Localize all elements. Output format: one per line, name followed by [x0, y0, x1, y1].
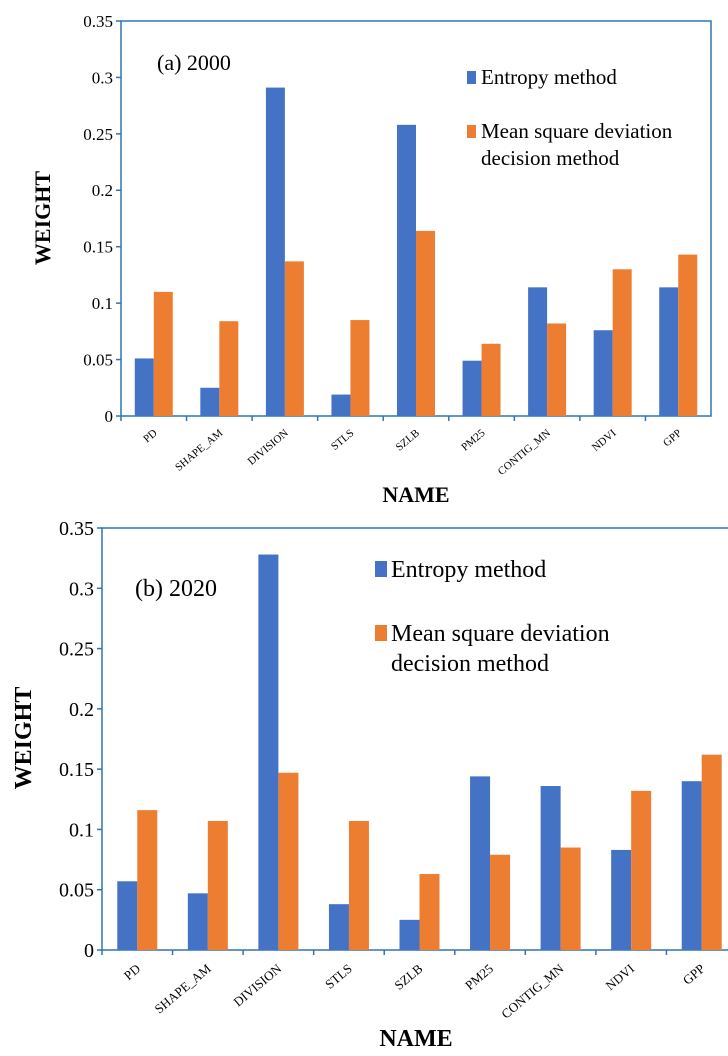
x-tick-label: DIVISION	[230, 960, 284, 1009]
y-tick-label: 0.3	[69, 578, 94, 600]
y-tick-label: 0.1	[92, 294, 113, 313]
y-tick-label: 0.15	[83, 238, 113, 257]
legend-swatch-entropy	[375, 561, 387, 577]
x-tick-label: DIVISION	[246, 427, 291, 468]
y-tick-labels: 0 0.05 0.1 0.15 0.2 0.25 0.3 0.35	[83, 12, 121, 426]
bar-entropy-gpp	[659, 287, 679, 416]
y-tick-label: 0.3	[92, 68, 113, 87]
bar-entropy-gpp	[681, 781, 702, 950]
bar-entropy-pm25	[462, 360, 482, 416]
bar-entropy-szlb	[399, 919, 420, 950]
bar-entropy-division	[258, 554, 279, 950]
bar-entropy-ndvi	[611, 849, 632, 950]
y-tick-label: 0.05	[83, 351, 113, 370]
legend: Entropy method Mean square deviation dec…	[375, 557, 610, 677]
legend-swatch-msd	[375, 625, 387, 641]
x-tick-label: PM25	[459, 427, 488, 454]
bar-entropy-stls	[328, 904, 349, 950]
bar-msd-pm25	[481, 343, 501, 416]
y-tick-label: 0.05	[59, 880, 94, 902]
legend-label-entropy: Entropy method	[481, 65, 617, 89]
bar-msd-division	[284, 261, 304, 416]
x-tick-label: CONTIG_MN	[498, 960, 567, 1021]
legend: Entropy method Mean square deviation dec…	[467, 65, 673, 170]
bar-msd-contig_mn	[560, 847, 581, 950]
bar-entropy-shape_am	[200, 387, 220, 416]
bar-msd-pd	[153, 291, 173, 416]
y-tick-label: 0.2	[69, 699, 94, 721]
x-tick-label: PM25	[462, 961, 496, 993]
bar-msd-division	[278, 772, 299, 950]
legend-label-entropy: Entropy method	[391, 557, 546, 583]
x-tick-label: CONTIG_MN	[496, 427, 553, 478]
bar-entropy-contig_mn	[528, 287, 548, 416]
legend-label-msd-line2: decision method	[391, 651, 549, 677]
x-tick-label: SZLB	[394, 427, 422, 453]
bar-msd-stls	[350, 320, 370, 416]
bar-msd-shape_am	[219, 321, 239, 416]
y-tick-label: 0	[84, 940, 94, 962]
bar-entropy-szlb	[397, 124, 416, 416]
x-tick-label: GPP	[680, 961, 708, 988]
panel-label: (b) 2020	[135, 576, 217, 602]
y-tick-label: 0.2	[92, 181, 113, 200]
y-axis-title: WEIGHT	[11, 687, 37, 790]
y-tick-label: 0.15	[59, 759, 94, 781]
x-tick-label: NDVI	[590, 427, 619, 454]
x-axis-title: NAME	[382, 482, 449, 507]
y-tick-label: 0.35	[59, 518, 94, 540]
y-tick-label: 0	[105, 407, 114, 426]
y-tick-label: 0.25	[83, 125, 113, 144]
y-tick-label: 0.1	[69, 819, 94, 841]
bar-entropy-stls	[331, 394, 351, 416]
bar-msd-contig_mn	[547, 323, 567, 416]
x-tick-label: NDVI	[603, 961, 638, 993]
x-tick-label: STLS	[329, 427, 356, 453]
y-tick-label: 0.35	[83, 12, 113, 31]
legend-label-msd-line2: decision method	[481, 146, 620, 170]
bar-msd-gpp	[678, 254, 698, 416]
x-tick-labels: PD SHAPE_AM DIVISION STLS SZLB PM25 CONTIG_MN N…	[101, 950, 708, 1022]
bar-series	[134, 87, 698, 416]
bar-msd-pm25	[490, 854, 511, 950]
bar-entropy-pd	[117, 881, 138, 950]
bar-series	[117, 554, 722, 950]
y-tick-labels: 0 0.05 0.1 0.15 0.2 0.25 0.3 0.35	[59, 518, 102, 962]
x-tick-label: STLS	[322, 961, 355, 992]
x-tick-label: PD	[121, 961, 143, 983]
legend-swatch-entropy	[467, 71, 476, 84]
x-tick-labels: PD SHAPE_AM DIVISION STLS SZLB PM25 CONTIG_MN N…	[120, 416, 684, 478]
x-tick-label: GPP	[661, 427, 684, 449]
bar-msd-ndvi	[612, 269, 632, 416]
y-tick-label: 0.25	[59, 639, 94, 661]
bar-entropy-contig_mn	[540, 786, 561, 950]
x-tick-label: SHAPE_AM	[173, 427, 225, 474]
legend-swatch-msd	[467, 125, 476, 138]
bar-msd-ndvi	[631, 790, 652, 950]
chart-panel-2020: 0 0.05 0.1 0.15 0.2 0.25 0.3 0.35 PD SHAPE_AM DIV…	[11, 518, 728, 1052]
bar-msd-pd	[137, 810, 158, 950]
y-axis-title: WEIGHT	[30, 171, 55, 265]
bar-entropy-ndvi	[593, 330, 613, 416]
bar-entropy-shape_am	[187, 893, 208, 950]
x-tick-label: SZLB	[391, 961, 425, 993]
x-tick-label: PD	[141, 427, 160, 445]
bar-msd-szlb	[419, 874, 440, 950]
legend-label-msd-line1: Mean square deviation	[391, 621, 610, 647]
panel-label: (a) 2000	[157, 50, 231, 75]
bar-msd-szlb	[416, 230, 435, 416]
legend-label-msd-line1: Mean square deviation	[481, 119, 673, 143]
bar-msd-gpp	[701, 754, 722, 950]
bar-msd-shape_am	[207, 820, 228, 950]
bar-entropy-division	[265, 87, 285, 416]
x-tick-label: SHAPE_AM	[152, 961, 215, 1017]
x-axis-title: NAME	[379, 1026, 452, 1052]
bar-entropy-pm25	[470, 776, 491, 950]
bar-msd-stls	[348, 820, 369, 950]
chart-panel-2000: 0 0.05 0.1 0.15 0.2 0.25 0.3 0.35 PD SHAPE_AM DIV…	[30, 12, 712, 507]
bar-entropy-pd	[134, 358, 154, 416]
